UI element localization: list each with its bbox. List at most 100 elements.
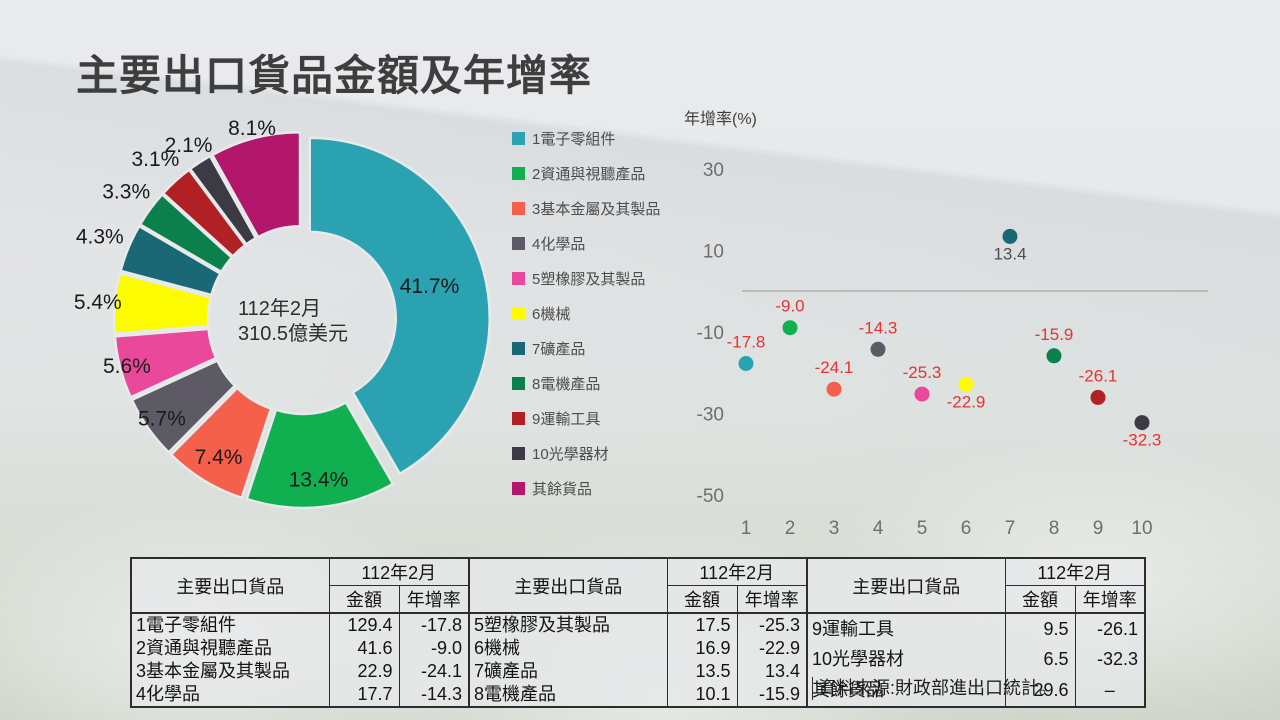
legend-item-label: 4化學品 xyxy=(532,236,586,253)
legend-color-chip xyxy=(512,307,525,320)
source-note: 資料來源:財政部進出口統計。 xyxy=(812,677,1057,700)
legend-color-chip xyxy=(512,377,525,390)
table-cell-amount: 17.5 xyxy=(666,613,737,637)
table-header-yoy: 年增率 xyxy=(1074,585,1145,613)
scatter-ytick-label: 10 xyxy=(703,241,724,262)
donut-slice xyxy=(188,154,258,246)
scatter-point-label: 13.4 xyxy=(993,244,1026,263)
scatter-xtick-label: 3 xyxy=(829,518,840,539)
scatter-xtick-label: 6 xyxy=(961,518,972,539)
legend-item-label: 2資通與視聽產品 xyxy=(532,166,646,183)
donut-slice-label: 3.3% xyxy=(102,180,150,203)
legend-item: 4化學品 xyxy=(512,236,660,253)
table-cell-product: 8電機產品 xyxy=(474,684,557,704)
legend-item-label: 5塑橡膠及其製品 xyxy=(532,271,646,288)
scatter-ytick-label: 30 xyxy=(703,160,724,181)
table-cell-yoy: 13.4 xyxy=(736,660,807,683)
table-cell-yoy: -15.9 xyxy=(736,683,807,707)
legend-color-chip xyxy=(512,202,525,215)
table-cell-amount: 6.5 xyxy=(1004,644,1075,676)
table-row: 10光學器材 6.5 -32.3 xyxy=(807,644,1145,676)
summary-tables: 主要出口貨品 112年2月 金額 年增率 1電子零組件 129.4 -17.8 2資通… xyxy=(130,557,1146,708)
table-header-period: 112年2月 xyxy=(1005,558,1145,586)
table-cell-amount: 22.9 xyxy=(328,660,399,683)
table-cell-product: 7礦產品 xyxy=(474,661,539,681)
table-cell-amount: 10.1 xyxy=(666,683,737,707)
table-cell-product: 3基本金屬及其製品 xyxy=(136,661,291,681)
scatter-point xyxy=(1090,389,1106,405)
table-row: 9運輸工具 9.5 -26.1 xyxy=(807,613,1145,645)
table-row: 8電機產品 10.1 -15.9 xyxy=(469,683,807,707)
scatter-point xyxy=(870,341,886,357)
table-cell-amount: 29.6 xyxy=(1004,675,1075,707)
legend-item-label: 1電子零組件 xyxy=(532,131,616,148)
scatter-xtick-label: 4 xyxy=(873,518,884,539)
legend-item-label: 9運輸工具 xyxy=(532,411,601,428)
donut-slice xyxy=(138,193,234,274)
table-row: 7礦產品 13.5 13.4 xyxy=(469,660,807,683)
scatter-point-label: -22.9 xyxy=(947,392,986,411)
donut-slice-label: 5.4% xyxy=(74,291,122,314)
scatter-ytick-label: -10 xyxy=(697,323,724,344)
donut-slice xyxy=(169,386,273,500)
table-cell-product: 9運輸工具 xyxy=(812,618,895,639)
donut-center-total: 310.5億美元 xyxy=(238,323,349,345)
legend-color-chip xyxy=(512,237,525,250)
donut-slice-label: 3.1% xyxy=(131,148,179,171)
table-cell-yoy: -25.3 xyxy=(736,613,807,637)
scatter-point-label: -26.1 xyxy=(1079,366,1118,385)
table-row: 5塑橡膠及其製品 17.5 -25.3 xyxy=(469,613,807,637)
donut-slice-label: 4.3% xyxy=(76,225,124,248)
donut-slice-label: 41.7% xyxy=(400,275,460,298)
legend-item: 8電機產品 xyxy=(512,376,660,393)
table-row: 4化學品 17.7 -14.3 xyxy=(131,683,469,707)
table-cell-product: 5塑橡膠及其製品 xyxy=(474,615,611,635)
legend-color-chip xyxy=(512,342,525,355)
table-header-product: 主要出口貨品 xyxy=(469,558,668,613)
table-header-amount: 金額 xyxy=(346,590,382,610)
scatter-point-label: -14.3 xyxy=(859,318,898,337)
scatter-point-label: -25.3 xyxy=(903,363,942,382)
table-cell-yoy: -22.9 xyxy=(736,637,807,660)
table-row: 2資通與視聽產品 41.6 -9.0 xyxy=(131,637,469,660)
donut-slice xyxy=(113,327,218,399)
scatter-xtick-label: 2 xyxy=(785,518,796,539)
table-cell-amount: 9.5 xyxy=(1004,613,1075,645)
donut-slice xyxy=(161,168,247,258)
scatter-point xyxy=(914,386,930,402)
table-cell-yoy: -32.3 xyxy=(1074,644,1145,676)
legend-item-label: 7礦產品 xyxy=(532,341,586,358)
legend-item: 2資通與視聽產品 xyxy=(512,166,660,183)
legend-color-chip xyxy=(512,482,525,495)
scatter-point xyxy=(826,381,842,397)
donut-slice-label: 13.4% xyxy=(289,468,349,491)
donut-chart-svg: 41.7% 13.4% 7.4% 5.7% 5.6% 5.4% 4.3% 3.3% 3.1%2.… xyxy=(74,117,491,510)
donut-legend: 1電子零組件 2資通與視聽產品 3基本金屬及其製品 4化學品 5塑橡膠及其製品 6機械 7礦… xyxy=(512,131,661,498)
legend-color-chip xyxy=(512,412,525,425)
legend-item: 6機械 xyxy=(512,306,660,323)
donut-slice xyxy=(112,271,213,335)
legend-item: 其餘貨品 xyxy=(512,481,660,498)
scatter-point xyxy=(738,356,754,371)
table-cell-amount: 41.6 xyxy=(328,637,399,660)
legend-item-label: 8電機產品 xyxy=(532,376,601,393)
legend-item-label: 6機械 xyxy=(532,306,571,323)
scatter-point-label: -24.1 xyxy=(815,358,854,377)
legend-item-label: 3基本金屬及其製品 xyxy=(532,201,661,218)
table-cell-yoy: -26.1 xyxy=(1074,613,1145,645)
scatter-point xyxy=(1046,348,1062,364)
scatter-point-label: -32.3 xyxy=(1123,431,1162,450)
export-table-1: 主要出口貨品 112年2月 金額 年增率 1電子零組件 129.4 -17.8 2資通… xyxy=(130,557,470,708)
donut-slice-label: 2.1% xyxy=(165,134,213,157)
scatter-xtick-label: 7 xyxy=(1005,518,1016,539)
table-header-period: 112年2月 xyxy=(667,558,807,586)
donut-slice-label: 7.4% xyxy=(195,446,243,469)
legend-color-chip xyxy=(512,132,525,145)
table-header-amount: 金額 xyxy=(1022,590,1058,610)
donut-slice-label: 8.1% xyxy=(228,117,276,140)
donut-slice xyxy=(211,131,302,239)
table-row: 6機械 16.9 -22.9 xyxy=(469,637,807,660)
scatter-xtick-label: 5 xyxy=(917,518,928,539)
scatter-axis-title: 年增率(%) xyxy=(684,110,757,128)
table-cell-yoy: -9.0 xyxy=(398,637,469,660)
